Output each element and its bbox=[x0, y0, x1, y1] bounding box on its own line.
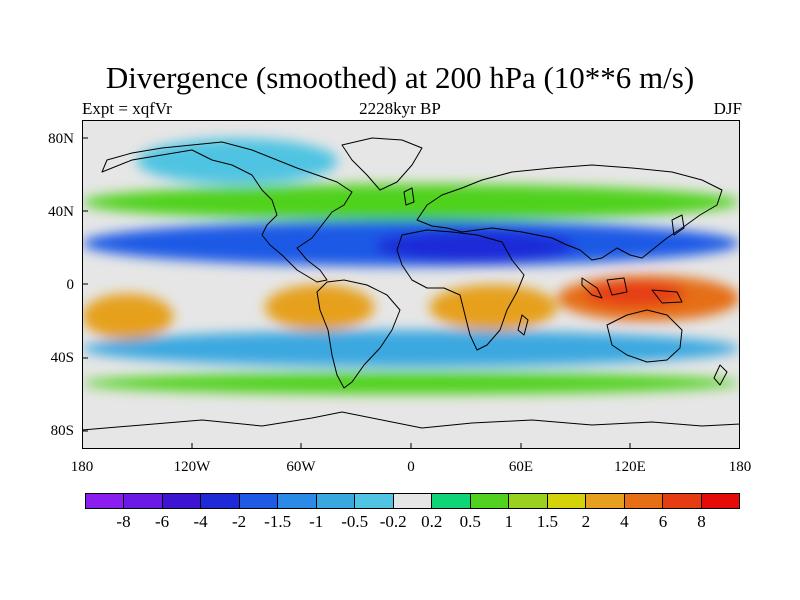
experiment-label: Expt = xqfVr bbox=[82, 99, 172, 118]
colorbar-swatch-12 bbox=[547, 494, 587, 508]
field-region-0 bbox=[82, 183, 740, 221]
colorbar-label-0: -8 bbox=[116, 512, 131, 531]
field-region-5 bbox=[429, 284, 558, 331]
colorbar-label-10: 1 bbox=[504, 512, 514, 531]
colorbar-swatch-2 bbox=[162, 494, 202, 508]
colorbar-swatch-10 bbox=[470, 494, 510, 508]
colorbar-swatch-15 bbox=[663, 494, 702, 508]
coast-africa bbox=[396, 229, 525, 351]
coast-australia bbox=[606, 309, 683, 363]
lon-label-60w: 60W bbox=[286, 459, 316, 475]
lat-label-80s: 80S bbox=[50, 423, 74, 439]
lon-label-120e: 120E bbox=[614, 459, 646, 475]
colorbar-label-4: -1.5 bbox=[264, 512, 292, 531]
coast-borneo bbox=[606, 277, 628, 296]
lat-label-40s: 40S bbox=[50, 350, 74, 366]
lon-label-180e: 180 bbox=[728, 459, 752, 475]
field-region-7 bbox=[82, 293, 174, 340]
field-region-2 bbox=[136, 138, 338, 184]
field-region-1 bbox=[82, 372, 740, 395]
field-region-3 bbox=[82, 330, 740, 367]
lon-label-0: 0 bbox=[407, 459, 415, 475]
time-label: 2228kyr BP bbox=[359, 99, 441, 118]
colorbar-label-7: -0.2 bbox=[379, 512, 407, 531]
divergence-map bbox=[82, 120, 740, 449]
lat-label-80n: 80N bbox=[48, 131, 74, 147]
colorbar-swatch-7 bbox=[355, 494, 394, 508]
colorbar-label-15: 8 bbox=[697, 512, 706, 531]
lat-label-0: 0 bbox=[66, 277, 75, 293]
colorbar-swatch-0 bbox=[86, 494, 125, 508]
colorbar-swatch-6 bbox=[316, 494, 356, 508]
colorbar-swatch-16 bbox=[701, 494, 739, 508]
season-label: DJF bbox=[713, 99, 742, 118]
coast-japan bbox=[671, 214, 685, 236]
coast-south-america bbox=[316, 279, 401, 389]
colorbar-label-1: -6 bbox=[154, 512, 170, 531]
colorbar bbox=[85, 493, 740, 509]
coast-antarctica bbox=[82, 411, 740, 431]
coast-madagascar bbox=[517, 314, 529, 336]
lon-label-60e: 60E bbox=[508, 459, 534, 475]
colorbar-swatch-3 bbox=[201, 494, 240, 508]
colorbar-label-2: -4 bbox=[193, 512, 208, 531]
colorbar-label-5: -1 bbox=[309, 512, 324, 531]
coast-greenland bbox=[341, 137, 423, 191]
coast-north-america bbox=[101, 141, 353, 283]
chart-title: Divergence (smoothed) at 200 hPa (10**6 … bbox=[105, 60, 695, 95]
colorbar-swatch-4 bbox=[239, 494, 279, 508]
colorbar-label-3: -2 bbox=[232, 512, 247, 531]
colorbar-label-11: 1.5 bbox=[536, 512, 558, 531]
lat-label-40n: 40N bbox=[48, 204, 74, 220]
lon-label-180w: 180 bbox=[70, 459, 94, 475]
colorbar-swatch-8 bbox=[393, 494, 433, 508]
coast-new-zealand bbox=[713, 364, 728, 386]
coast-new-guinea bbox=[651, 289, 683, 304]
coast-eurasia bbox=[416, 164, 723, 261]
coastlines bbox=[82, 137, 740, 431]
lon-label-120w: 120W bbox=[173, 459, 211, 475]
colorbar-label-12: 2 bbox=[581, 512, 591, 531]
coast-sumatra bbox=[581, 277, 603, 299]
colorbar-swatch-1 bbox=[124, 494, 163, 508]
coast-uk bbox=[403, 187, 415, 206]
colorbar-label-13: 4 bbox=[620, 512, 629, 531]
colorbar-swatch-5 bbox=[278, 494, 317, 508]
colorbar-label-14: 6 bbox=[658, 512, 668, 531]
colorbar-label-9: 0.5 bbox=[459, 512, 481, 531]
colorbar-swatch-9 bbox=[432, 494, 471, 508]
colorbar-swatch-13 bbox=[586, 494, 625, 508]
map-ticks bbox=[82, 137, 631, 449]
colorbar-swatch-11 bbox=[509, 494, 548, 508]
colorbar-label-8: 0.2 bbox=[421, 512, 443, 531]
field-region-8 bbox=[374, 229, 576, 263]
colorbar-swatch-14 bbox=[624, 494, 664, 508]
colorbar-label-6: -0.5 bbox=[341, 512, 369, 531]
